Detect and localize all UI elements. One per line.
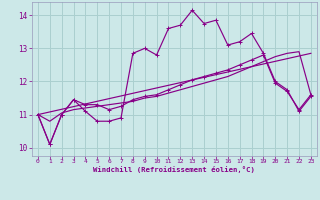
X-axis label: Windchill (Refroidissement éolien,°C): Windchill (Refroidissement éolien,°C) [93,166,255,173]
